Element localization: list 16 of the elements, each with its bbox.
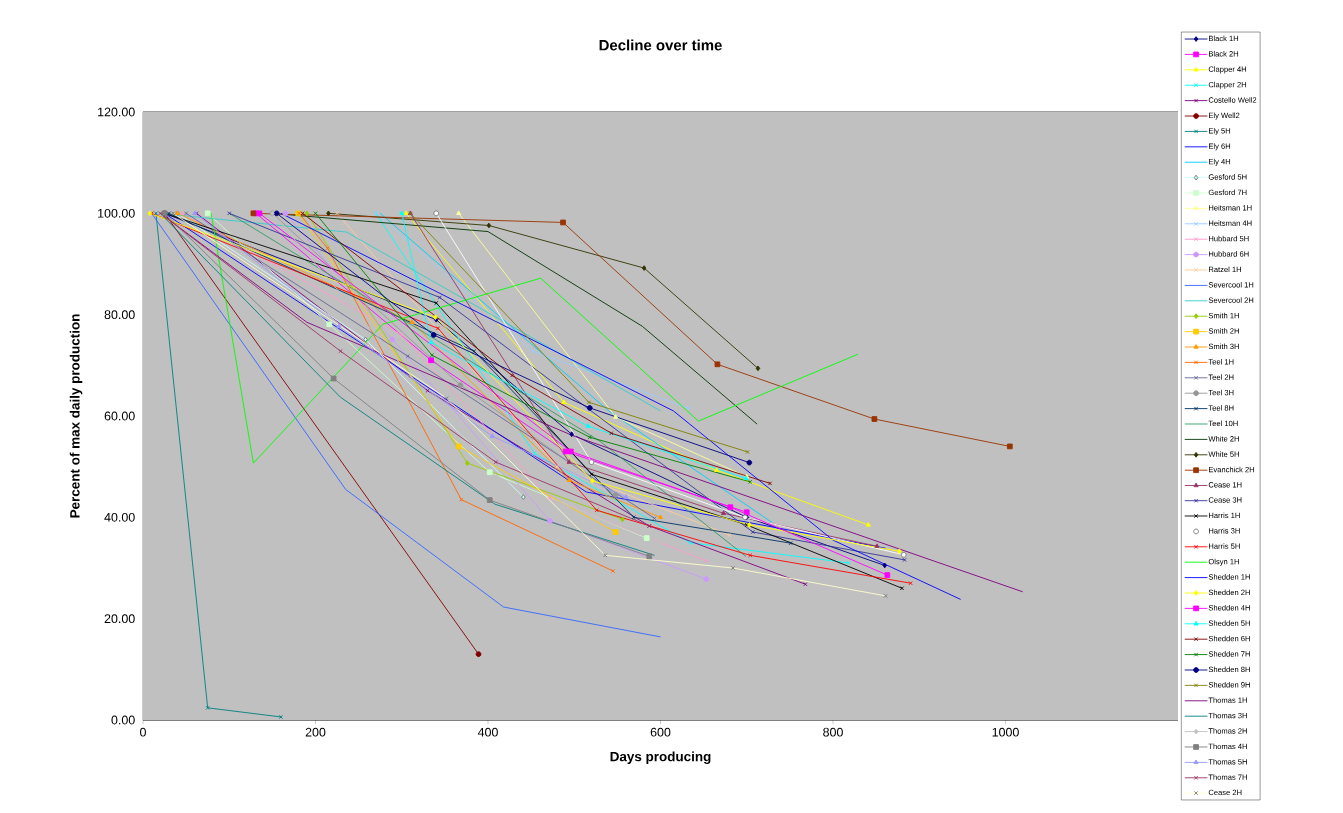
x-tick-label: 200 <box>305 727 326 737</box>
y-tick-label: 120.00 <box>98 107 135 117</box>
y-tick-label: 80.00 <box>104 310 135 320</box>
y-tick-label: 60.00 <box>104 411 135 421</box>
x-tick-label: 600 <box>650 727 671 737</box>
chart-title: Decline over time <box>599 39 722 51</box>
x-tick-label: 800 <box>823 727 843 737</box>
x-tick-label: 0 <box>140 727 146 737</box>
y-axis-title: Percent of max daily production <box>69 314 83 518</box>
y-tick-label: 20.00 <box>104 614 135 624</box>
x-tick-label: 400 <box>477 727 498 737</box>
x-axis-title: Days producing <box>610 751 711 765</box>
y-tick-label: 0.00 <box>111 715 135 725</box>
y-tick-label: 100.00 <box>98 208 135 218</box>
x-tick-label: 1000 <box>992 727 1019 737</box>
y-tick-label: 40.00 <box>104 512 135 522</box>
